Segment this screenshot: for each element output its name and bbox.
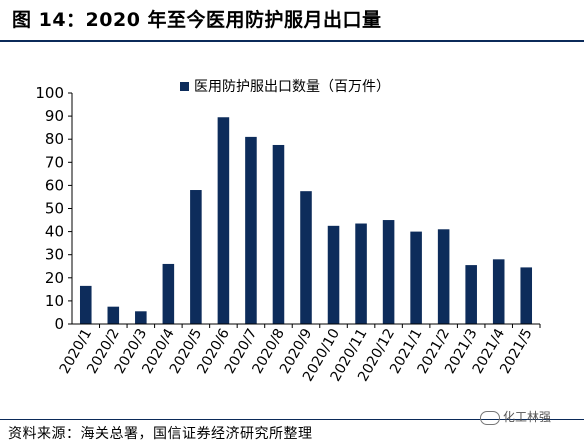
figure-title: 图 14：2020 年至今医用防护服月出口量 — [12, 9, 382, 31]
bar — [79, 285, 92, 324]
y-tick-label: 20 — [45, 269, 64, 287]
bar — [492, 259, 505, 324]
legend-label: 医用防护服出口数量（百万件） — [194, 79, 390, 95]
y-tick-label: 90 — [45, 107, 64, 125]
y-tick-label: 100 — [35, 84, 64, 102]
bar — [272, 144, 285, 324]
bar — [190, 190, 202, 324]
bar — [382, 220, 395, 324]
bar — [245, 136, 257, 324]
source-note: 资料来源：海关总署，国信证券经济研究所整理 — [8, 426, 313, 442]
bars — [79, 117, 533, 324]
y-tick-label: 60 — [45, 176, 64, 194]
y-tick-label: 40 — [45, 223, 64, 241]
y-tick-label: 50 — [45, 200, 64, 218]
bar-chart: 医用防护服出口数量（百万件） 0 10 20 30 40 50 60 70 80 90 100 20… — [35, 79, 541, 384]
bar — [107, 306, 120, 324]
y-tick-label: 30 — [45, 246, 64, 264]
bar — [465, 265, 477, 324]
title-divider — [0, 40, 584, 42]
bar — [355, 223, 367, 324]
watermark: 化工林强 — [480, 409, 551, 425]
y-tick-label: 80 — [45, 130, 64, 148]
bar — [410, 231, 422, 324]
watermark-text: 化工林强 — [503, 410, 552, 424]
bar — [217, 117, 230, 324]
bar — [437, 229, 450, 324]
y-axis: 0 10 20 30 40 50 60 70 80 90 100 — [35, 84, 73, 333]
bar — [327, 225, 340, 324]
bar — [162, 263, 175, 324]
y-tick-label: 70 — [45, 153, 64, 171]
y-tick-label: 10 — [45, 292, 64, 310]
wechat-icon — [480, 410, 500, 425]
y-tick-label: 0 — [54, 315, 64, 333]
x-axis: 2020/12020/22020/32020/42020/52020/62020… — [57, 323, 541, 384]
bar — [300, 191, 312, 324]
chart-legend: 医用防护服出口数量（百万件） — [180, 79, 390, 95]
bar — [520, 267, 533, 324]
bar — [135, 311, 147, 324]
source-divider — [0, 419, 584, 420]
legend-swatch — [180, 82, 189, 91]
